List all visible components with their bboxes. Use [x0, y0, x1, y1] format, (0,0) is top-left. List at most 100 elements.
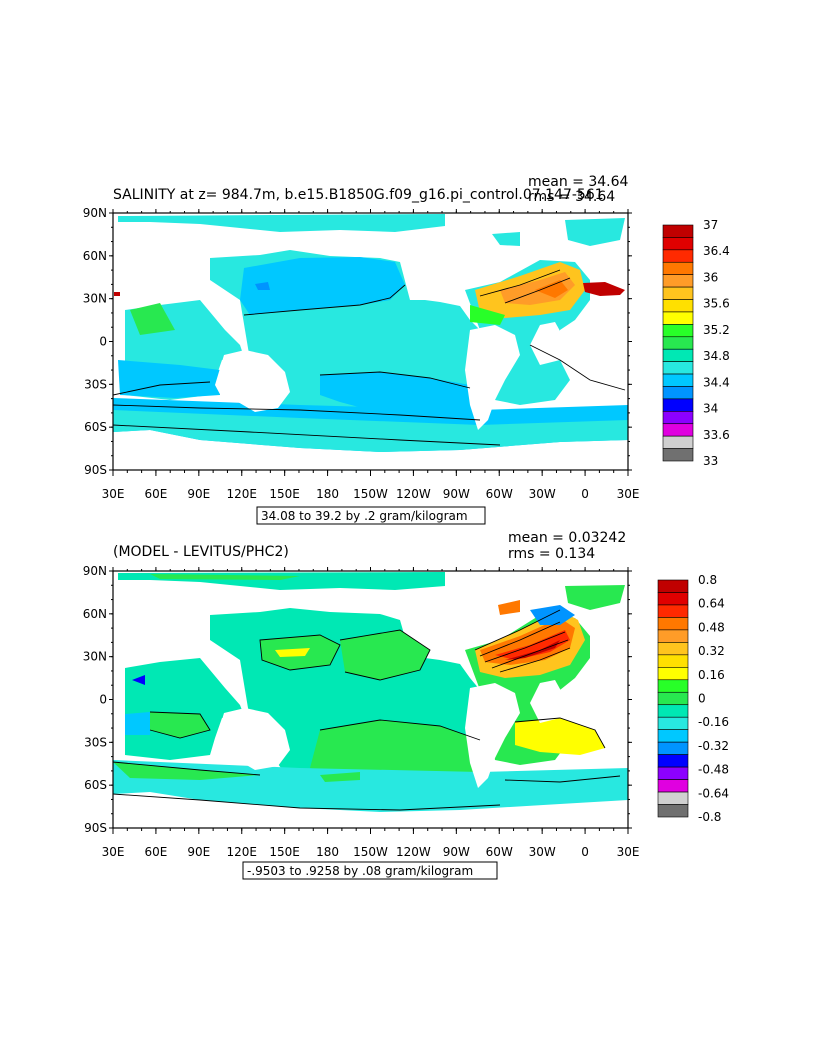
- colorbar-swatch: [662, 435, 694, 449]
- bottom-range-caption: -.9503 to .9258 by .08 gram/kilogram: [247, 864, 473, 878]
- lat-label: 60N: [83, 607, 107, 621]
- lat-label: 0: [99, 693, 107, 707]
- lon-label: 60E: [144, 487, 167, 501]
- colorbar-swatch: [662, 274, 694, 288]
- lat-label: 30S: [84, 735, 107, 749]
- bottom-range-box: [242, 861, 498, 880]
- lon-label: 90E: [187, 845, 210, 859]
- bottom-colorbar: 0.8 0.64 0.48 0.32 0.16 0 -0.16 -0.32 -0.48 -0.64…: [657, 573, 729, 824]
- colorbar-swatch: [657, 766, 689, 780]
- colorbar-swatch: [662, 261, 694, 275]
- lon-label: 60E: [144, 845, 167, 859]
- colorbar-swatch: [657, 791, 689, 805]
- colorbar-swatch: [662, 373, 694, 387]
- top-range-box: [256, 506, 486, 525]
- lon-label: 0: [581, 487, 589, 501]
- colorbar-swatch: [662, 311, 694, 325]
- lat-label: 90N: [83, 206, 107, 220]
- lat-label: 30N: [83, 650, 107, 664]
- lat-label: 60S: [84, 420, 107, 434]
- colorbar-swatch: [662, 411, 694, 425]
- lat-label: 30S: [84, 377, 107, 391]
- top-mean-text: mean = 34.64: [528, 174, 629, 190]
- colorbar-swatch: [657, 804, 689, 818]
- lon-label: 30E: [617, 487, 640, 501]
- colorbar-label: -0.32: [698, 739, 729, 753]
- lon-label: 180: [316, 845, 339, 859]
- colorbar-swatch: [662, 386, 694, 400]
- colorbar-swatch: [662, 348, 694, 362]
- colorbar-swatch: [662, 286, 694, 300]
- colorbar-swatch: [662, 249, 694, 263]
- colorbar-label: 36: [703, 270, 718, 284]
- lon-label: 150W: [353, 487, 388, 501]
- colorbar-swatch: [657, 592, 689, 606]
- colorbar-swatch: [657, 579, 689, 593]
- lon-label: 120W: [396, 845, 431, 859]
- top-rms-text: rms = 34.64: [528, 189, 615, 205]
- colorbar-swatch: [657, 691, 689, 706]
- lon-label: 90W: [443, 487, 470, 501]
- lat-label: 0: [99, 335, 107, 349]
- lon-label: 120E: [227, 845, 258, 859]
- colorbar-swatch: [662, 423, 694, 437]
- colorbar-label: 0.32: [698, 644, 725, 658]
- colorbar-swatch: [657, 779, 689, 793]
- lon-label: 30W: [529, 487, 556, 501]
- colorbar-swatch: [662, 448, 694, 462]
- lon-label: 30W: [529, 845, 556, 859]
- top-panel: mean = 34.64 SALINITY at z= 984.7m, b.e1…: [83, 174, 730, 525]
- colorbar-swatch: [657, 754, 689, 768]
- lat-label: 60N: [83, 249, 107, 263]
- colorbar-swatch: [662, 361, 694, 375]
- colorbar-swatch: [662, 336, 694, 350]
- lon-label: 120W: [396, 487, 431, 501]
- colorbar-label: -0.48: [698, 763, 729, 777]
- bottom-map: [112, 571, 628, 828]
- colorbar-label: 0.8: [698, 573, 717, 587]
- colorbar-swatch: [657, 729, 689, 743]
- colorbar-swatch: [662, 324, 694, 338]
- lon-label: 60W: [486, 845, 513, 859]
- lon-label: 90E: [187, 487, 210, 501]
- lat-label: 60S: [84, 778, 107, 792]
- colorbar-label: 33: [703, 454, 718, 468]
- colorbar-label: 34.4: [703, 375, 730, 389]
- colorbar-swatch: [657, 617, 689, 631]
- lat-label: 30N: [83, 292, 107, 306]
- colorbar-swatch: [657, 629, 689, 643]
- lon-label: 30E: [102, 845, 125, 859]
- colorbar-label: 37: [703, 218, 718, 232]
- top-colorbar: 37 36.4 36 35.6 35.2 34.8 34.4 34 33.6 33: [662, 218, 730, 468]
- colorbar-label: 35.6: [703, 297, 730, 311]
- bottom-axes: 90N 60N 30N 0 30S 60S 90S 30E 60E 90E 120E 150E 180 1…: [83, 564, 640, 859]
- lat-label: 90S: [84, 463, 107, 477]
- colorbar-label: -0.8: [698, 810, 721, 824]
- colorbar-swatch: [657, 642, 689, 656]
- bottom-title: (MODEL - LEVITUS/PHC2): [113, 544, 289, 560]
- lon-label: 150E: [269, 845, 300, 859]
- colorbar-label: 0.16: [698, 668, 725, 682]
- bottom-rms-text: rms = 0.134: [508, 546, 595, 562]
- colorbar-swatch: [662, 398, 694, 412]
- lat-label: 90N: [83, 564, 107, 578]
- lon-label: 90W: [443, 845, 470, 859]
- colorbar-label: -0.64: [698, 786, 729, 800]
- lon-label: 30E: [617, 845, 640, 859]
- lon-label: 150E: [269, 487, 300, 501]
- bottom-mean-text: mean = 0.03242: [508, 530, 626, 546]
- colorbar-swatch: [657, 704, 689, 718]
- colorbar-swatch: [662, 224, 694, 238]
- colorbar-swatch: [657, 741, 689, 755]
- top-range-caption: 34.08 to 39.2 by .2 gram/kilogram: [261, 509, 468, 523]
- top-map: [112, 213, 628, 470]
- lon-label: 120E: [227, 487, 258, 501]
- colorbar-label: 0.48: [698, 620, 725, 634]
- lon-label: 180: [316, 487, 339, 501]
- colorbar-swatch: [657, 716, 689, 730]
- top-axes: 90N 60N 30N 0 30S 60S 90S 30E 60E 90E 120E 150E 180 1…: [83, 206, 640, 501]
- bottom-panel: mean = 0.03242 (MODEL - LEVITUS/PHC2) rm…: [83, 530, 729, 880]
- lat-label: 90S: [84, 821, 107, 835]
- colorbar-label: -0.16: [698, 715, 729, 729]
